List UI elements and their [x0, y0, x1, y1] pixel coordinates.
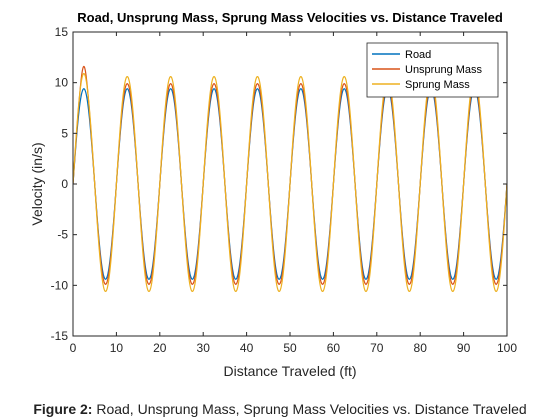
legend: Road Unsprung Mass Sprung Mass: [367, 43, 498, 97]
x-tick-label: 0: [70, 341, 77, 355]
y-tick-label: -5: [57, 228, 68, 242]
legend-label: Unsprung Mass: [405, 64, 483, 76]
y-tick-label: 15: [55, 25, 69, 39]
y-tick-label: 10: [55, 76, 69, 90]
x-tick-label: 30: [197, 341, 211, 355]
caption-text: Road, Unsprung Mass, Sprung Mass Velocit…: [92, 401, 526, 417]
legend-label: Road: [405, 49, 431, 61]
x-tick-label: 40: [240, 341, 254, 355]
chart-title: Road, Unsprung Mass, Sprung Mass Velocit…: [77, 10, 503, 25]
x-tick-label: 10: [110, 341, 124, 355]
x-tick-label: 90: [457, 341, 471, 355]
x-tick-label: 20: [153, 341, 167, 355]
legend-label: Sprung Mass: [405, 79, 470, 91]
y-tick-label: 5: [61, 126, 68, 140]
caption-prefix: Figure 2:: [33, 401, 92, 417]
x-axis-label: Distance Traveled (ft): [223, 363, 356, 379]
figure-caption: Figure 2: Road, Unsprung Mass, Sprung Ma…: [0, 401, 560, 417]
y-tick-label: 0: [61, 177, 68, 191]
x-tick-label: 100: [497, 341, 517, 355]
x-tick-label: 60: [327, 341, 341, 355]
x-tick-label: 50: [283, 341, 297, 355]
y-tick-label: -10: [51, 278, 69, 292]
y-tick-label: -15: [51, 329, 69, 343]
x-tick-label: 80: [414, 341, 428, 355]
x-tick-label: 70: [370, 341, 384, 355]
y-axis-label: Velocity (in/s): [29, 142, 45, 225]
